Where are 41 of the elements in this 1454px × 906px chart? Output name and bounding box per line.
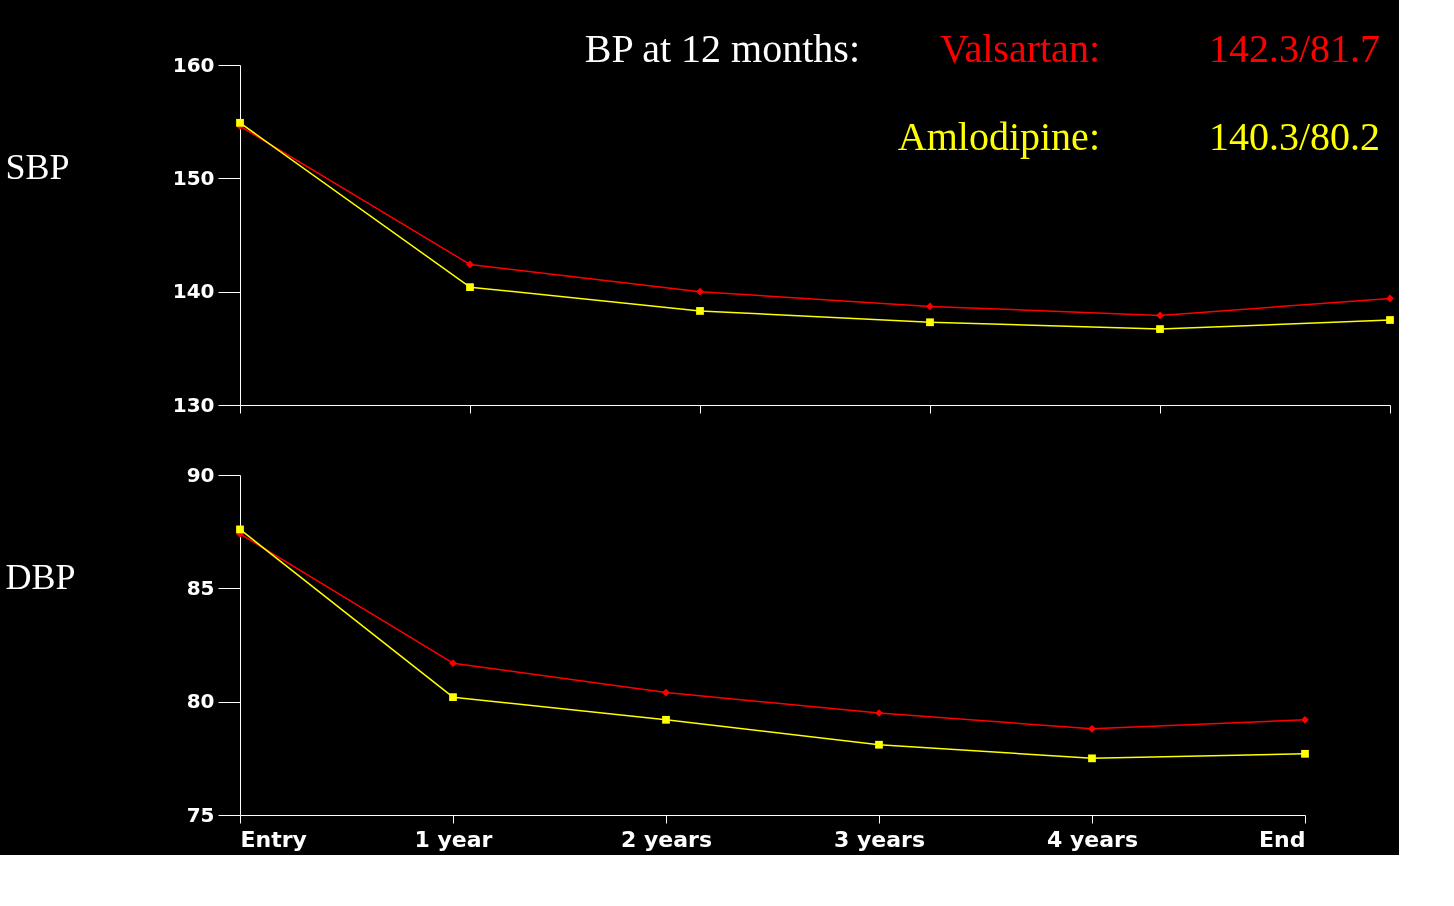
point (1386, 316, 1394, 324)
y-tick-label: 160 (172, 52, 215, 77)
point (466, 260, 474, 269)
point (449, 693, 457, 702)
y-tick-label: 80 (186, 689, 215, 714)
y-tick-label: 85 (186, 575, 215, 600)
x-tick-label: Entry (240, 826, 307, 852)
y-tick-label: 75 (186, 802, 215, 827)
y-tick-label: 140 (172, 279, 215, 304)
chart-title: BP at 12 months: (584, 26, 860, 71)
point (1301, 749, 1309, 758)
point (662, 688, 670, 697)
point (466, 283, 474, 292)
x-tick-label: 4 years (1046, 826, 1139, 852)
annotation: 140.3/80.2 (1208, 114, 1380, 159)
point (926, 302, 934, 311)
point (236, 525, 244, 534)
point (1088, 754, 1096, 763)
point (1156, 325, 1164, 333)
x-tick-label: 2 years (620, 826, 713, 852)
point (1156, 311, 1164, 320)
point (1088, 724, 1096, 733)
point (926, 318, 934, 327)
x-tick-label: 3 years (833, 826, 926, 852)
point (662, 715, 670, 724)
point (236, 118, 244, 127)
text: Amlodipine: (897, 114, 1100, 159)
x-tick-label: 1 year (414, 826, 493, 852)
y-tick-label: 130 (172, 392, 215, 417)
y-axis-title: DBP (5, 556, 76, 597)
y-tick-label: 90 (186, 462, 215, 487)
text: Valsartan: (940, 26, 1100, 71)
point (696, 287, 704, 296)
point (696, 307, 704, 315)
y-axis-title: SBP (5, 146, 70, 187)
x-tick-label: End (1259, 826, 1306, 852)
point (875, 740, 883, 749)
point (1386, 294, 1394, 303)
annotation: 142.3/81.7 (1208, 26, 1380, 71)
point (1301, 715, 1309, 724)
y-tick-label: 150 (172, 165, 215, 190)
